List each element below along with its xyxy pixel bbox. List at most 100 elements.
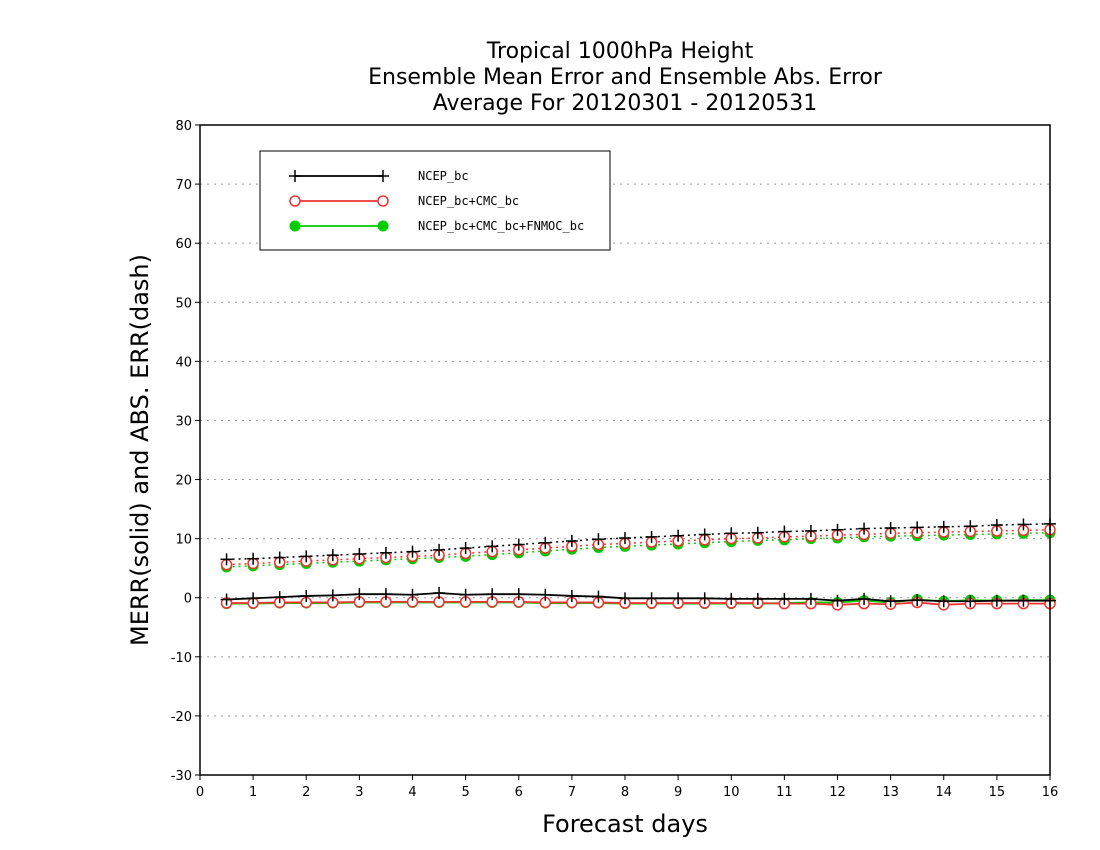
abs-err-point: [645, 530, 658, 543]
abs-err-point: [300, 550, 313, 563]
legend-marker-end: [377, 170, 389, 182]
merr-point: [937, 595, 950, 608]
merr-point: [751, 592, 764, 605]
x-axis-title: Forecast days: [542, 810, 708, 838]
x-tick-label: 0: [196, 785, 204, 800]
abs-err-point: [1017, 518, 1030, 531]
merr-point: [725, 592, 738, 605]
abs-err-point: [698, 528, 711, 541]
abs-err-point: [619, 532, 631, 545]
merr-point: [273, 591, 286, 604]
y-tick-label: 80: [175, 119, 192, 134]
abs-err-point: [486, 540, 499, 553]
merr-point: [512, 588, 525, 601]
merr-point: [326, 589, 339, 602]
merr-point: [804, 592, 817, 605]
abs-err-point: [990, 519, 1003, 532]
merr-point: [406, 588, 419, 601]
x-tick-label: 6: [515, 785, 523, 800]
x-tick-label: 11: [776, 785, 793, 800]
merr-point: [459, 588, 472, 601]
abs-err-point: [220, 553, 233, 566]
abs-err-point: [804, 524, 817, 537]
abs-err-point: [273, 551, 286, 564]
legend-marker-start: [289, 220, 301, 232]
legend-label: NCEP_bc+CMC_bc: [418, 194, 519, 208]
abs-err-point: [884, 522, 897, 534]
legend-marker-start: [289, 195, 301, 207]
merr-point: [247, 592, 260, 605]
x-tick-label: 8: [621, 785, 629, 800]
merr-point: [565, 589, 578, 602]
merr-point: [858, 592, 871, 605]
abs-err-point: [725, 527, 738, 540]
merr-point: [379, 588, 392, 601]
series-ncep-bc: [220, 517, 1056, 608]
abs-err-point: [964, 520, 977, 533]
merr-line: [226, 592, 1050, 603]
merr-point: [300, 589, 313, 602]
abs-err-point: [565, 535, 578, 547]
abs-err-point: [379, 546, 392, 559]
y-axis-title: MERR(solid) and ABS. ERR(dash): [126, 254, 154, 646]
merr-point: [911, 594, 924, 607]
x-tick-label: 4: [408, 785, 416, 800]
y-tick-label: 10: [175, 533, 192, 548]
y-tick-label: -30: [171, 769, 192, 784]
abs-err-point: [539, 536, 552, 549]
merr-point: [990, 594, 1003, 607]
chart-title-line-3: Average For 20120301 - 20120531: [433, 91, 818, 116]
chart-title-line-1: Tropical 1000hPa Height: [486, 39, 754, 64]
x-tick-label: 7: [568, 785, 576, 800]
merr-point: [433, 587, 446, 599]
merr-point: [698, 592, 711, 605]
abs-err-line: [226, 529, 1051, 566]
merr-point: [592, 590, 605, 603]
merr-point: [353, 588, 366, 601]
y-tick-label: 20: [175, 474, 192, 489]
abs-err-point: [751, 526, 764, 539]
merr-point: [619, 592, 631, 605]
legend: NCEP_bc NCEP_bc+CMC_bc NCEP_bc+CMC_bc+FNMO…: [259, 150, 611, 251]
merr-point: [778, 592, 791, 605]
abs-err-point: [433, 543, 446, 556]
abs-err-point: [592, 533, 605, 546]
abs-err-point: [459, 542, 472, 555]
y-tick-label: 40: [175, 355, 192, 370]
abs-err-point: [247, 552, 260, 565]
x-tick-label: 5: [461, 785, 469, 800]
chart-title-line-2: Ensemble Mean Error and Ensemble Abs. Er…: [368, 65, 883, 90]
grid-layer: [200, 183, 1050, 717]
x-tick-label: 16: [1042, 785, 1059, 800]
x-tick-layer: 0 1 2 3 4 5 6 7 8 9 10 11 12 13 14 15 16: [196, 775, 1058, 800]
merr-point: [964, 595, 977, 608]
x-tick-label: 13: [882, 785, 899, 800]
legend-marker-end: [377, 195, 389, 207]
x-tick-label: 9: [674, 785, 682, 800]
y-tick-layer: 80 70 60 50 40 30 20 10 0 -10 -20 -30: [171, 119, 200, 784]
merr-point: [1017, 594, 1030, 607]
abs-err-point: [406, 545, 419, 558]
abs-err-point: [911, 521, 924, 534]
legend-label: NCEP_bc+CMC_bc+FNMOC_bc: [418, 219, 584, 233]
merr-point: [831, 594, 844, 607]
merr-point: [645, 592, 658, 605]
legend-item: NCEP_bc+CMC_bc+FNMOC_bc: [289, 219, 584, 233]
merr-point: [539, 588, 552, 601]
abs-err-point: [858, 522, 871, 535]
legend-marker-start: [289, 170, 301, 182]
abs-err-point: [326, 549, 339, 562]
y-tick-label: -10: [171, 651, 192, 666]
y-tick-label: 50: [175, 296, 192, 311]
x-tick-label: 15: [989, 785, 1006, 800]
x-tick-label: 14: [935, 785, 952, 800]
y-tick-label: -20: [171, 710, 192, 725]
abs-err-point: [672, 529, 685, 542]
series-ncep-bc-cmc-bc: [220, 524, 1056, 611]
merr-point: [220, 593, 233, 606]
abs-err-point: [937, 520, 950, 533]
abs-err-line: [226, 531, 1051, 568]
abs-err-point: [353, 548, 366, 560]
series-ncep-bc-cmc-bc-fnmoc-bc: [221, 527, 1056, 610]
